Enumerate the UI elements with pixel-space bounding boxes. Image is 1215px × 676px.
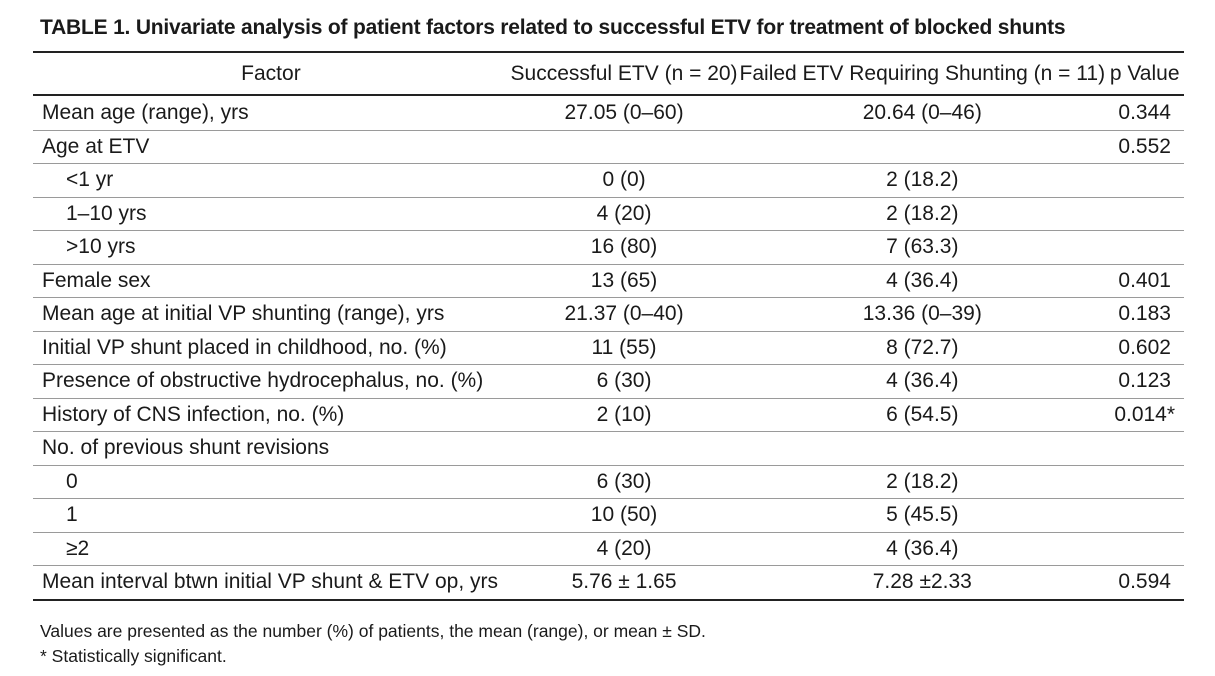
cell-factor: 1 — [33, 498, 509, 533]
table-title: TABLE 1. Univariate analysis of patient … — [40, 16, 1066, 39]
cell-successful: 4 (20) — [508, 197, 740, 231]
cell-failed: 13.36 (0–39) — [739, 297, 1106, 332]
cell-successful — [508, 431, 740, 466]
table-row: Initial VP shunt placed in childhood, no… — [33, 331, 1184, 365]
cell-successful: 4 (20) — [508, 532, 740, 566]
cell-p-value — [1105, 532, 1184, 566]
cell-factor: 1–10 yrs — [33, 197, 509, 231]
cell-successful: 6 (30) — [508, 465, 740, 499]
cell-successful: 0 (0) — [508, 163, 740, 198]
cell-failed: 20.64 (0–46) — [739, 95, 1106, 131]
cell-p-value: 0.123 — [1105, 364, 1184, 399]
cell-factor: No. of previous shunt revisions — [33, 431, 509, 466]
cell-factor: Presence of obstructive hydrocephalus, n… — [33, 364, 509, 399]
cell-p-value — [1105, 498, 1184, 533]
cell-failed — [739, 130, 1106, 164]
header-p-value: p Value — [1105, 51, 1184, 96]
cell-factor: ≥2 — [33, 532, 509, 566]
data-table: Factor Successful ETV (n = 20) Failed ET… — [33, 51, 1184, 601]
cell-successful: 10 (50) — [508, 498, 740, 533]
header-failed: Failed ETV Requiring Shunting (n = 11) — [739, 51, 1106, 96]
cell-failed: 2 (18.2) — [739, 465, 1106, 499]
cell-factor: >10 yrs — [33, 230, 509, 265]
footnote-significance: * Statistically significant. — [40, 646, 227, 666]
cell-p-value: 0.401 — [1105, 264, 1184, 298]
cell-p-value — [1105, 230, 1184, 265]
cell-factor: 0 — [33, 465, 509, 499]
table-row: Age at ETV 0.552 — [33, 130, 1184, 164]
cell-failed: 4 (36.4) — [739, 264, 1106, 298]
cell-p-value: 0.014* — [1105, 398, 1184, 432]
cell-successful — [508, 130, 740, 164]
cell-successful: 5.76 ± 1.65 — [508, 565, 740, 601]
table-row: 1–10 yrs 4 (20) 2 (18.2) — [33, 197, 1184, 231]
cell-successful: 2 (10) — [508, 398, 740, 432]
cell-p-value: 0.552 — [1105, 130, 1184, 164]
table-row: Presence of obstructive hydrocephalus, n… — [33, 364, 1184, 399]
cell-p-value: 0.344 — [1105, 95, 1184, 131]
cell-successful: 6 (30) — [508, 364, 740, 399]
cell-failed: 8 (72.7) — [739, 331, 1106, 365]
header-factor: Factor — [33, 51, 509, 96]
table-row: Female sex 13 (65) 4 (36.4) 0.401 — [33, 264, 1184, 298]
cell-p-value — [1105, 431, 1184, 466]
cell-p-value — [1105, 465, 1184, 499]
cell-failed: 2 (18.2) — [739, 163, 1106, 198]
cell-failed: 6 (54.5) — [739, 398, 1106, 432]
cell-factor: History of CNS infection, no. (%) — [33, 398, 509, 432]
footnote-values: Values are presented as the number (%) o… — [40, 621, 706, 641]
cell-factor: Female sex — [33, 264, 509, 298]
table-row: Mean interval btwn initial VP shunt & ET… — [33, 565, 1184, 601]
cell-factor: Mean age (range), yrs — [33, 95, 509, 131]
table-row: >10 yrs 16 (80) 7 (63.3) — [33, 230, 1184, 265]
cell-factor: Mean age at initial VP shunting (range),… — [33, 297, 509, 332]
cell-successful: 13 (65) — [508, 264, 740, 298]
table-row: <1 yr 0 (0) 2 (18.2) — [33, 163, 1184, 198]
table-row: Mean age (range), yrs 27.05 (0–60) 20.64… — [33, 95, 1184, 131]
cell-factor: Initial VP shunt placed in childhood, no… — [33, 331, 509, 365]
cell-factor: Mean interval btwn initial VP shunt & ET… — [33, 565, 509, 601]
header-successful: Successful ETV (n = 20) — [508, 51, 740, 96]
cell-p-value — [1105, 163, 1184, 198]
cell-failed: 2 (18.2) — [739, 197, 1106, 231]
cell-factor: Age at ETV — [33, 130, 509, 164]
cell-failed: 7 (63.3) — [739, 230, 1106, 265]
cell-p-value — [1105, 197, 1184, 231]
cell-failed: 7.28 ±2.33 — [739, 565, 1106, 601]
cell-failed: 4 (36.4) — [739, 364, 1106, 399]
cell-p-value: 0.594 — [1105, 565, 1184, 601]
table-row: ≥2 4 (20) 4 (36.4) — [33, 532, 1184, 566]
cell-successful: 21.37 (0–40) — [508, 297, 740, 332]
table-row: No. of previous shunt revisions — [33, 431, 1184, 466]
cell-successful: 27.05 (0–60) — [508, 95, 740, 131]
cell-failed — [739, 431, 1106, 466]
table-row: Mean age at initial VP shunting (range),… — [33, 297, 1184, 332]
cell-failed: 5 (45.5) — [739, 498, 1106, 533]
cell-factor: <1 yr — [33, 163, 509, 198]
cell-failed: 4 (36.4) — [739, 532, 1106, 566]
cell-p-value: 0.602 — [1105, 331, 1184, 365]
table-notes: Values are presented as the number (%) o… — [40, 619, 706, 669]
table-row: History of CNS infection, no. (%) 2 (10)… — [33, 398, 1184, 432]
cell-successful: 16 (80) — [508, 230, 740, 265]
cell-p-value: 0.183 — [1105, 297, 1184, 332]
cell-successful: 11 (55) — [508, 331, 740, 365]
table-row: 0 6 (30) 2 (18.2) — [33, 465, 1184, 499]
header-row: Factor Successful ETV (n = 20) Failed ET… — [33, 51, 1184, 96]
table-row: 1 10 (50) 5 (45.5) — [33, 498, 1184, 533]
